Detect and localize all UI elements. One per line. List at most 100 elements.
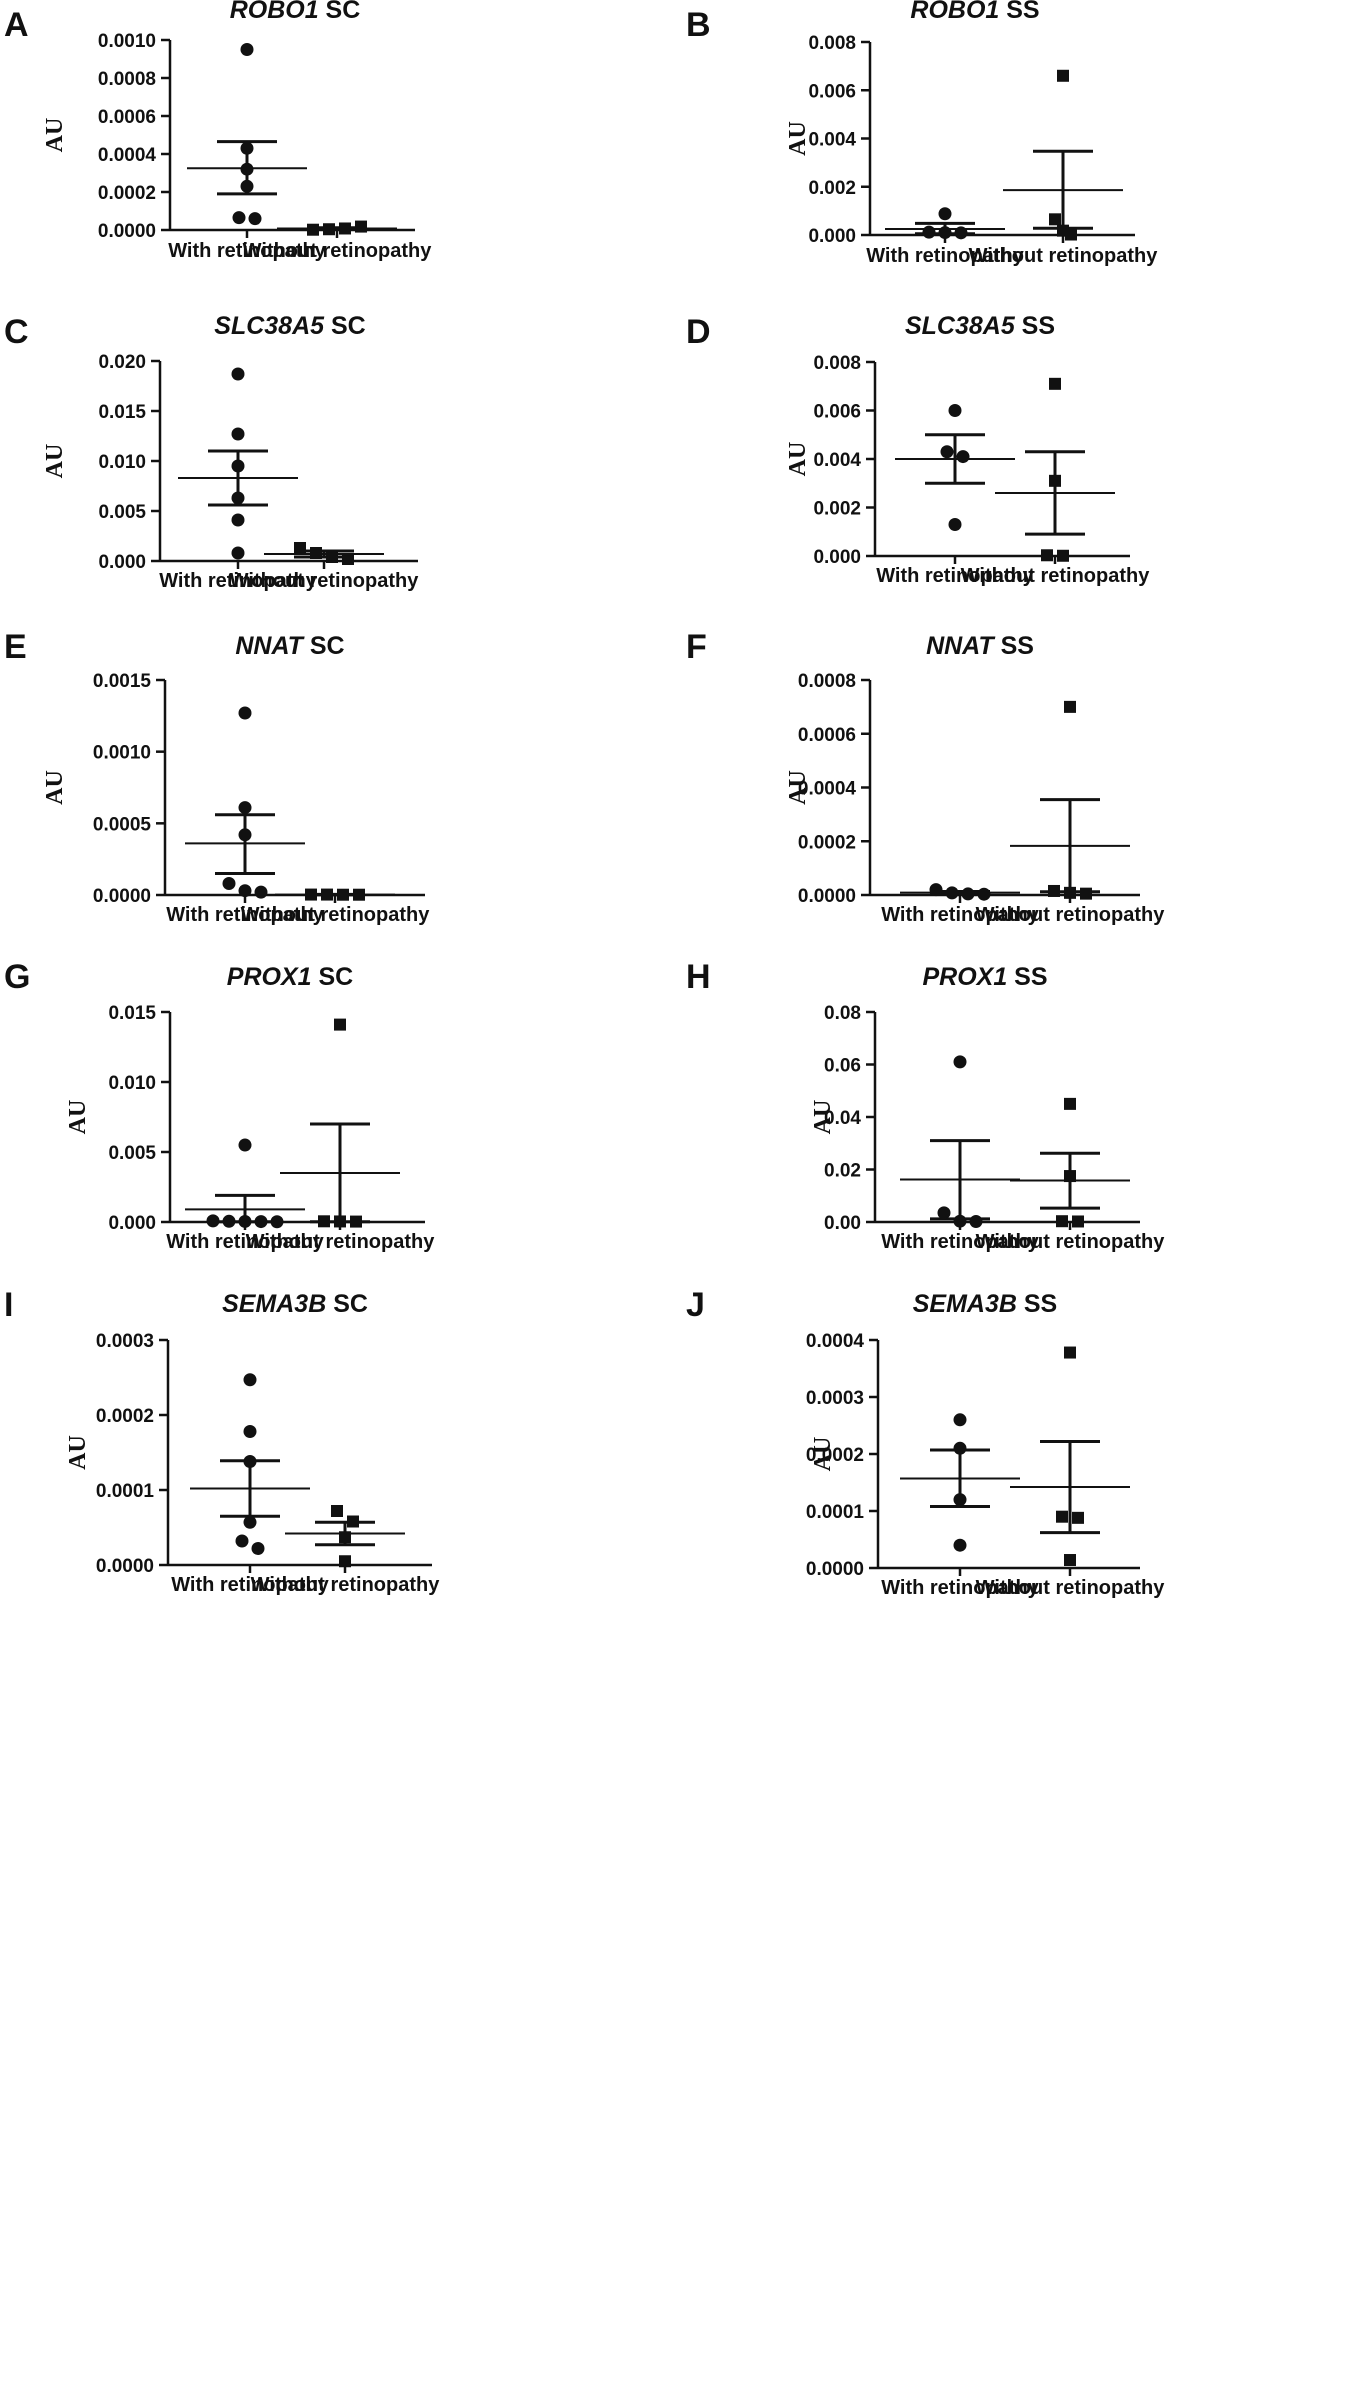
data-point: [331, 1505, 343, 1517]
data-point: [294, 542, 306, 554]
title-suffix: SC: [312, 963, 354, 991]
data-point: [1064, 1346, 1076, 1359]
data-point: [231, 491, 245, 505]
data-point: [240, 43, 254, 56]
y-tick-label: 0.0005: [93, 814, 152, 835]
data-point: [1049, 213, 1061, 226]
chart-title: ROBO1 SC: [230, 0, 361, 24]
data-point: [243, 1373, 257, 1387]
y-tick-label: 0.0002: [798, 832, 856, 853]
x-category-label: Without retinopathy: [969, 245, 1159, 267]
y-axis-label: AU: [42, 444, 68, 479]
data-point: [938, 207, 952, 221]
data-point: [953, 1538, 967, 1552]
data-point: [1064, 1097, 1076, 1110]
data-point: [323, 223, 335, 236]
y-tick-label: 0.0000: [798, 886, 856, 907]
y-tick-label: 0.0010: [98, 31, 156, 52]
panel-b: B ROBO1 SS 0.000 0.002 0.004 0.006 0.008 With r…: [686, 0, 1158, 267]
x-category-label: Without retinopathy: [976, 1577, 1166, 1599]
y-tick-label: 0.005: [98, 502, 146, 523]
y-tick-label: 0.000: [108, 1213, 156, 1234]
x-category-label: Without retinopathy: [230, 570, 420, 592]
title-suffix: SS: [1017, 1290, 1057, 1318]
y-tick-label: 0.0008: [798, 671, 856, 692]
data-point: [342, 553, 354, 565]
data-point: [353, 888, 365, 901]
data-point: [948, 404, 962, 417]
data-point: [251, 1542, 265, 1555]
y-tick-label: 0.000: [98, 552, 146, 573]
y-tick-label: 0.0002: [96, 1406, 154, 1427]
panel-letter: J: [686, 1286, 705, 1324]
y-tick-label: 0.000: [808, 226, 856, 247]
data-point: [1057, 69, 1069, 82]
panel-d: D SLC38A5 SS 0.000 0.002 0.004 0.006 0.008 With…: [686, 312, 1150, 587]
y-tick-label: 0.0003: [806, 1388, 864, 1409]
y-tick-label: 0.010: [108, 1073, 156, 1094]
chart-title: NNAT SS: [926, 632, 1034, 660]
x-category-label: Without retinopathy: [976, 1231, 1166, 1253]
panel-c: C SLC38A5 SC 0.000 0.005 0.010 0.015 0.020 With…: [4, 312, 419, 592]
data-point: [243, 1455, 257, 1468]
y-axis-label: AU: [65, 1435, 91, 1470]
data-point: [956, 450, 970, 464]
y-tick-label: 0.002: [813, 499, 861, 520]
data-point: [1080, 887, 1092, 900]
data-point: [339, 222, 351, 235]
panel-letter: H: [686, 958, 711, 996]
data-point: [231, 427, 245, 441]
data-point: [231, 546, 245, 560]
chart-title: SEMA3B SC: [222, 1290, 368, 1318]
x-category-label: With retinopathy: [881, 1577, 1039, 1599]
y-tick-label: 0.0004: [806, 1331, 865, 1352]
data-point: [307, 223, 319, 236]
data-point: [310, 547, 322, 559]
data-point: [243, 1515, 257, 1529]
y-tick-label: 0.005: [108, 1143, 156, 1164]
title-gene: PROX1: [922, 963, 1007, 991]
y-tick-label: 0.0000: [806, 1559, 864, 1580]
data-point: [937, 1206, 951, 1220]
data-point: [940, 445, 954, 459]
title-gene: SEMA3B: [222, 1290, 326, 1318]
data-point: [1064, 886, 1076, 899]
y-axis-label: AU: [65, 1100, 91, 1135]
data-point: [1065, 228, 1077, 241]
y-tick-label: 0.0001: [806, 1502, 865, 1523]
data-point: [1072, 1215, 1084, 1228]
data-point: [238, 706, 252, 720]
data-point: [1064, 1170, 1076, 1183]
data-point: [953, 1493, 967, 1507]
data-point: [1057, 549, 1069, 562]
y-axis-label: AU: [785, 770, 811, 805]
data-point: [238, 828, 252, 842]
title-gene: ROBO1: [910, 0, 999, 24]
title-suffix: SS: [999, 0, 1039, 24]
x-category-label: Without retinopathy: [243, 240, 433, 262]
data-point: [222, 1214, 236, 1228]
title-suffix: SC: [324, 312, 366, 340]
y-tick-label: 0.0004: [798, 779, 857, 800]
data-point: [953, 1413, 967, 1427]
data-point: [231, 513, 245, 527]
title-suffix: SS: [994, 632, 1034, 660]
panel-letter: D: [686, 313, 711, 351]
y-tick-label: 0.008: [808, 33, 856, 54]
y-tick-label: 0.04: [824, 1108, 861, 1129]
x-category-label: Without retinopathy: [241, 904, 431, 926]
data-point: [977, 887, 991, 901]
x-category-label: With retinopathy: [881, 1231, 1039, 1253]
y-tick-label: 0.02: [824, 1161, 861, 1182]
x-category-label: With retinopathy: [166, 904, 324, 926]
y-tick-label: 0.0008: [98, 69, 156, 90]
chart-title: ROBO1 SS: [910, 0, 1039, 24]
data-point: [270, 1215, 284, 1229]
y-axis-label: AU: [42, 770, 68, 805]
y-tick-label: 0.015: [108, 1003, 156, 1024]
y-tick-label: 0.000: [813, 547, 861, 568]
y-tick-label: 0.004: [813, 450, 861, 471]
title-gene: NNAT: [926, 632, 996, 660]
y-tick-label: 0.0004: [98, 145, 157, 166]
